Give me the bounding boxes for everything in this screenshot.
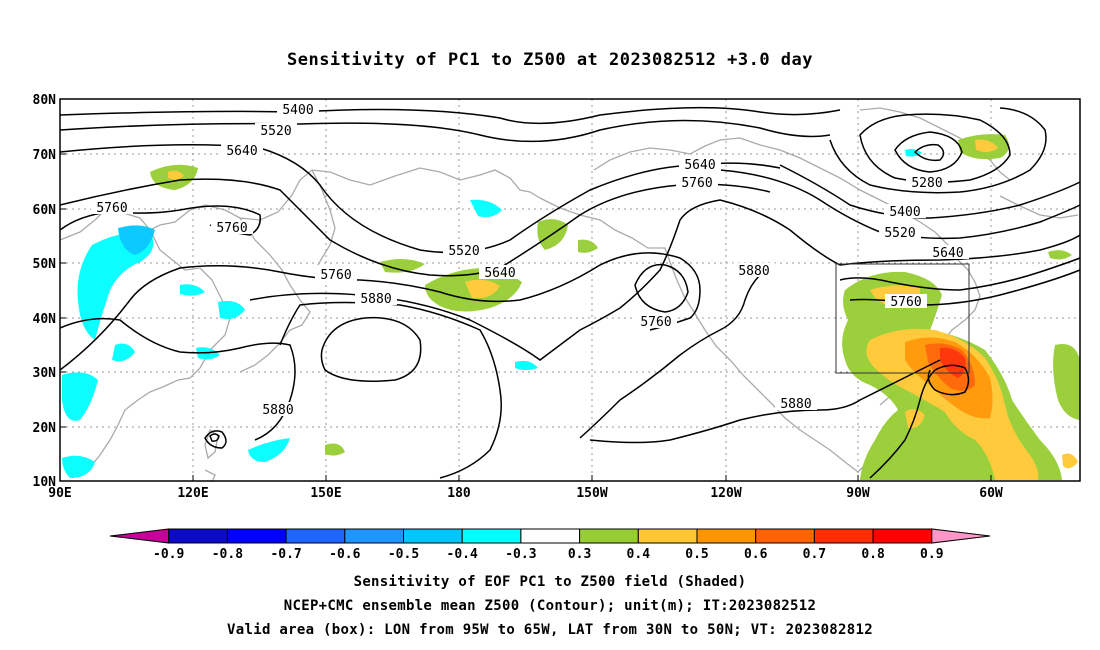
contour-label-bg [733,263,775,277]
contour-label-bg [257,402,299,416]
contour-label-bg [221,143,263,157]
caption-line-1: Sensitivity of EOF PC1 to Z500 field (Sh… [353,574,747,590]
valid-area-box [835,263,970,374]
contour-label: 5640 [484,266,515,281]
contour-label: 5880 [360,292,391,307]
colorbar-label: 0.7 [803,547,826,562]
lat-label: 80N [33,93,57,108]
contour-label: 5640 [932,246,963,261]
lat-label: 40N [33,312,57,327]
contour-label-bg [676,175,718,189]
lat-label: 60N [33,203,57,218]
caption-line-2: NCEP+CMC ensemble mean Z500 (Contour); u… [283,598,817,614]
contour-label-bg [479,265,521,279]
lon-label: 90W [846,486,870,501]
colorbar-cell [579,528,639,544]
map-frame [59,98,1081,482]
colorbar-arrow-high [931,528,991,544]
contour-label-bg [355,291,397,305]
contour-label: 5520 [260,124,291,139]
lon-label: 180 [447,486,471,501]
colorbar-cell [226,528,287,544]
contour-label: 5400 [282,103,313,118]
colorbar-label: 0.4 [627,547,651,562]
colorbar-cell [403,528,463,544]
colorbar-cell [755,528,815,544]
contour-label-bg [884,204,926,218]
colorbar-arrow-low [109,528,170,544]
contour-label-bg [679,157,721,171]
lon-label: 90E [48,486,71,501]
colorbar-label: -0.7 [270,547,301,562]
contour-label-bg [885,294,927,308]
contour-label-bg [315,267,357,281]
colorbar-label: 0.9 [920,547,943,562]
contour-label-bg [91,200,133,214]
contour-label-bg [927,245,969,259]
lon-label: 150W [576,486,607,501]
colorbar-cell [344,528,404,544]
contour-label: 5640 [226,144,257,159]
colorbar-cell [696,528,757,544]
contour-label: 5520 [448,244,479,259]
contour-label: 5280 [911,176,942,191]
coastlines [59,107,1079,483]
contour-label: 5400 [889,205,920,220]
contour-label: 5880 [738,264,769,279]
contour-label: 5760 [216,221,247,236]
contour-label: 5760 [890,295,921,310]
colorbar-label: 0.6 [744,547,768,562]
colorbar-cell [813,528,874,544]
colorbar-label: -0.9 [153,547,184,562]
lon-label: 120E [177,486,208,501]
contour-label-bg [255,123,297,137]
colorbar-label: 0.8 [861,547,885,562]
colorbar-cell [461,528,522,544]
contour-label-bg [277,102,319,116]
lon-label: 120W [710,486,741,501]
contour-label-bg [443,243,485,257]
colorbar-cell [520,528,581,544]
colorbar-cell [872,528,933,544]
colorbar-cell [168,528,228,544]
contour-label: 5760 [681,176,712,191]
colorbar [109,528,991,544]
lat-label: 10N [33,475,57,490]
contour-label: 5760 [96,201,127,216]
contour-label: 5880 [780,397,811,412]
colorbar-label: -0.6 [329,547,360,562]
colorbar-cell [285,528,346,544]
contour-label: 5760 [320,268,351,283]
contour-label-bg [775,396,817,410]
lat-label: 50N [33,257,57,272]
colorbar-label: -0.3 [505,547,536,562]
lon-label: 60W [979,486,1003,501]
contour-label-bg [635,314,677,328]
z500-contours [59,106,1081,479]
colorbar-label: -0.8 [212,547,243,562]
colorbar-label: -0.4 [447,547,478,562]
caption-line-3: Valid area (box): LON from 95W to 65W, L… [227,622,873,638]
contour-label: 5520 [884,226,915,241]
contour-label-bg [211,220,253,234]
contour-label-bg [879,225,921,239]
lat-label: 20N [33,421,57,436]
contour-label: 5760 [640,315,671,330]
map-title: Sensitivity of PC1 to Z500 at 2023082512… [286,50,813,70]
contour-label-bg [906,175,948,189]
colorbar-label: -0.5 [388,547,419,562]
lon-label: 150E [310,486,341,501]
contour-label: 5640 [684,158,715,173]
colorbar-label: 0.3 [568,547,591,562]
colorbar-cell [637,528,698,544]
contour-label: 5880 [262,403,293,418]
lat-label: 30N [33,366,57,381]
lat-label: 70N [33,148,57,163]
colorbar-label: 0.5 [685,547,708,562]
